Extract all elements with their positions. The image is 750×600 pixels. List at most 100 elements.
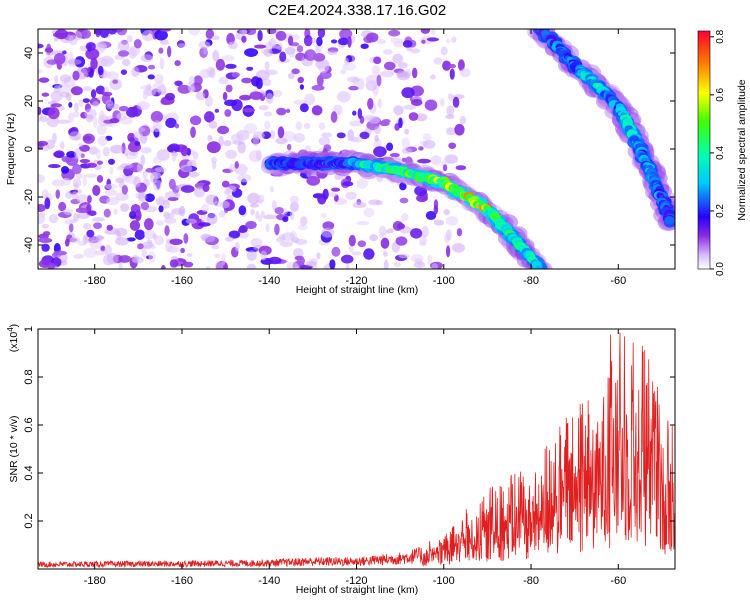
heatmap-noise-cell	[380, 70, 394, 78]
heatmap-noise-cell	[411, 67, 418, 79]
heatmap-noise-cell	[330, 39, 338, 44]
heatmap-noise-cell	[41, 223, 50, 229]
heatmap-noise-cell	[133, 39, 142, 49]
snr-x-ticks: -180 -160 -140 -120 -100 -80 -60	[84, 329, 626, 587]
heatmap-noise-cell	[120, 69, 128, 75]
heatmap-noise-cell	[433, 219, 445, 226]
heatmap-noise-cell	[272, 90, 283, 98]
heatmap-noise-cell	[158, 47, 164, 54]
heatmap-noise-cell	[297, 224, 308, 231]
y-tick-label: 0	[23, 146, 35, 152]
heatmap-noise-cell	[378, 232, 387, 239]
heatmap-noise-cell	[369, 234, 379, 242]
heatmap-noise-cell	[399, 197, 409, 204]
heatmap-noise-cell	[415, 113, 428, 122]
heatmap-noise-cell	[147, 74, 155, 80]
heatmap-noise-cell	[94, 250, 107, 256]
heatmap-noise-cell	[445, 38, 451, 44]
heatmap-noise-cell	[82, 175, 87, 187]
heatmap-noise-cell	[445, 216, 459, 226]
heatmap-noise-cell	[396, 223, 406, 230]
heatmap-noise-cell	[163, 217, 177, 224]
heatmap-noise-cell	[66, 151, 77, 158]
heatmap-noise-cell	[109, 117, 120, 124]
heatmap-noise-cell	[85, 173, 98, 178]
heatmap-noise-cell	[38, 174, 45, 183]
heatmap-noise-cell	[202, 183, 210, 193]
heatmap-noise-cell	[392, 53, 404, 64]
heatmap-noise-cell	[371, 65, 380, 75]
heatmap-noise-cell	[85, 41, 97, 51]
heatmap-noise-cell	[104, 229, 118, 235]
heatmap-noise-cell	[330, 187, 341, 192]
heatmap-noise-cell	[77, 240, 87, 246]
heatmap-noise-cell	[153, 179, 162, 192]
heatmap-noise-cell	[212, 50, 220, 62]
heatmap-noise-cell	[264, 120, 271, 130]
heatmap-noise-cell	[211, 244, 220, 250]
heatmap-noise-cell	[263, 214, 277, 220]
heatmap-noise-cell	[401, 212, 409, 222]
heatmap-noise-cell	[365, 114, 375, 121]
heatmap-noise-cell	[255, 149, 262, 161]
heatmap-noise-cell	[393, 105, 404, 116]
colorbar-tick-label: 0.6	[715, 87, 726, 101]
heatmap-noise-cell	[274, 206, 284, 215]
heatmap-noise-cell	[209, 67, 216, 79]
heatmap-noise-cell	[401, 137, 411, 150]
colorbar-tick-label: 0.8	[715, 29, 726, 43]
heatmap-noise-cell	[177, 43, 187, 48]
heatmap-noise-cell	[144, 193, 155, 203]
heatmap-noise-cell	[356, 220, 370, 226]
heatmap-noise-cell	[456, 228, 463, 237]
heatmap-noise-cell	[131, 256, 144, 264]
heatmap-noise-cell	[357, 240, 367, 248]
heatmap-noise-cell	[224, 109, 232, 117]
heatmap-noise-cell	[342, 62, 356, 71]
heatmap-noise-cell	[373, 56, 382, 65]
heatmap-noise-cell	[38, 69, 44, 74]
snr-scale-label: (x104)	[6, 324, 20, 352]
heatmap-noise-cell	[249, 91, 263, 100]
heatmap-noise-cell	[141, 241, 155, 249]
heatmap-noise-cell	[143, 229, 156, 240]
heatmap-noise-cell	[178, 205, 186, 217]
x-tick-label: -140	[258, 275, 280, 287]
heatmap-noise-cell	[293, 132, 306, 143]
x-tick-label: -180	[84, 575, 106, 587]
heatmap-noise-cell	[346, 76, 361, 83]
heatmap-noise-cell	[187, 81, 195, 93]
heatmap-noise-cell	[442, 164, 448, 172]
heatmap-noise-cell	[294, 238, 308, 245]
heatmap-noise-cell	[222, 91, 228, 101]
heatmap-noise-cell	[348, 234, 356, 247]
heatmap-noise-cell	[164, 212, 175, 219]
heatmap-noise-cell	[47, 262, 56, 269]
heatmap-noise-cell	[65, 91, 72, 101]
heatmap-noise-cell	[50, 90, 63, 102]
heatmap-noise-cell	[218, 135, 224, 147]
heatmap-noise-cell	[253, 44, 267, 49]
heatmap-noise-cell	[41, 92, 50, 97]
heatmap-y-ticks: -40 -20 0 20 40	[23, 47, 675, 253]
heatmap-noise-cell	[90, 89, 97, 99]
heatmap-noise-cell	[220, 200, 230, 209]
heatmap-noise-cell	[183, 233, 189, 244]
heatmap-noise-cell	[288, 49, 296, 58]
heatmap-noise-cell	[128, 47, 137, 59]
heatmap-noise-cell	[68, 34, 78, 46]
snr-series-line	[38, 332, 675, 569]
heatmap-noise-cell	[140, 201, 150, 211]
heatmap-noise-cell	[448, 142, 457, 149]
heatmap-noise-cell	[376, 74, 382, 87]
heatmap-noise-cell	[213, 200, 223, 207]
heatmap-noise-cell	[373, 146, 387, 158]
heatmap-noise-cell	[48, 163, 61, 169]
heatmap-noise-cell	[322, 221, 335, 231]
heatmap-noise-cell	[268, 37, 277, 48]
heatmap-noise-cell	[295, 121, 303, 131]
heatmap-noise-cell	[66, 51, 74, 61]
heatmap-noise-cell	[118, 255, 132, 263]
heatmap-noise-cell	[130, 203, 141, 214]
heatmap-noise-cell	[274, 223, 280, 236]
